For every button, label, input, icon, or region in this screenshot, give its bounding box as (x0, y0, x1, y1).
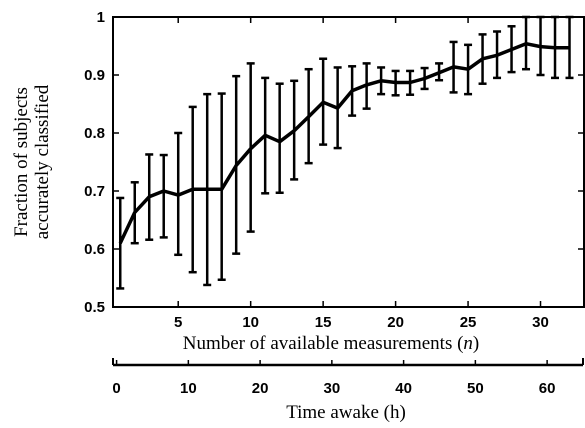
secondary-x-axis: 0 10 20 30 40 50 60 (112, 358, 584, 397)
x-axis-ticks: 5 10 15 20 25 30 (174, 17, 549, 331)
x-tick-label: 10 (242, 314, 259, 331)
x-tick-label: 15 (315, 314, 332, 331)
y-tick-label: 0.7 (84, 183, 105, 200)
x-tick-label: 5 (174, 314, 182, 331)
x2-tick-label: 20 (252, 380, 269, 397)
x2-tick-label: 30 (324, 380, 341, 397)
y-tick-label: 0.5 (84, 299, 105, 316)
x2-tick-label: 10 (180, 380, 197, 397)
x2-axis-title: Time awake (h) (286, 402, 406, 423)
y-axis-title: Fraction of subjects accurately classifi… (11, 84, 53, 239)
x-tick-label: 20 (387, 314, 404, 331)
x-axis-title-part1: Number of available measurements ( (183, 333, 464, 354)
plot-frame (112, 16, 585, 308)
y-tick-label: 0.6 (84, 241, 105, 258)
x2-tick-label: 0 (112, 380, 120, 397)
x-tick-label: 25 (460, 314, 477, 331)
x-tick-label: 30 (532, 314, 549, 331)
x2-tick-label: 40 (395, 380, 412, 397)
y-axis-title-line2: accurately classified (32, 84, 53, 239)
series-line (118, 41, 570, 244)
x2-tick-label: 50 (467, 380, 484, 397)
y-tick-label: 1 (97, 9, 105, 26)
y-tick-label: 0.8 (84, 125, 105, 142)
x2-tick-label: 60 (539, 380, 556, 397)
y-axis-title-line1: Fraction of subjects (11, 87, 32, 237)
x-axis-title-part3: ) (473, 333, 479, 354)
x-axis-title: Number of available measurements (n) (183, 333, 480, 354)
error-bars (116, 15, 574, 290)
x-axis-title-var: n (463, 333, 473, 354)
y-tick-label: 0.9 (84, 67, 105, 84)
y-axis-ticks: 0.5 0.6 0.7 0.8 0.9 1 (84, 9, 584, 316)
